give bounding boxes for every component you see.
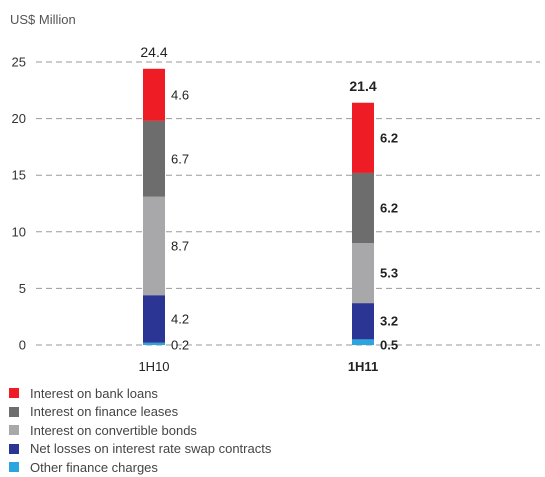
unit-label: US$ Million <box>10 12 76 27</box>
segment-value-label: 0.5 <box>380 338 398 353</box>
gridlines: 0 5 10 15 20 25 <box>12 55 540 353</box>
bar-1H10-series-3 <box>143 120 165 197</box>
category-label: 1H11 <box>348 359 378 374</box>
bar-1H11-series-1 <box>352 303 374 340</box>
category-label: 1H10 <box>138 359 169 374</box>
legend-item: Net losses on interest rate swap contrac… <box>9 440 271 459</box>
segment-value-label: 0.2 <box>171 338 189 353</box>
segment-value-label: 6.2 <box>380 201 398 216</box>
total-value-label: 21.4 <box>349 78 376 94</box>
legend-label: Interest on convertible bonds <box>30 422 197 438</box>
y-tick-label: 10 <box>12 224 26 239</box>
legend-item: Interest on finance leases <box>9 403 271 422</box>
finance-costs-chart: US$ Million 0 5 10 15 20 25 0.2 4.2 8.7 6.7 4.6 24… <box>10 12 540 374</box>
legend-label: Other finance charges <box>30 459 158 475</box>
bar-1H11-series-0 <box>352 339 374 345</box>
legend-swatch <box>9 425 19 436</box>
y-tick-label: 15 <box>12 168 26 183</box>
segment-value-label: 3.2 <box>380 314 398 329</box>
segment-value-label: 4.6 <box>171 87 189 102</box>
bar-1H11-series-2 <box>352 243 374 304</box>
legend-swatch <box>9 462 19 473</box>
legend-swatch <box>9 388 19 399</box>
legend-item: Interest on bank loans <box>9 384 271 403</box>
segment-value-label: 4.2 <box>171 311 189 326</box>
labels: 0.2 4.2 8.7 6.7 4.6 24.4 1H10 0.5 3.2 5.3 6.2 6.2 21… <box>138 44 398 374</box>
legend: Interest on bank loans Interest on financ… <box>9 384 271 477</box>
bar-1H11-series-4 <box>352 102 374 173</box>
bar-1H10-series-1 <box>143 295 165 343</box>
segment-value-label: 5.3 <box>380 266 398 281</box>
segment-value-label: 6.2 <box>380 130 398 145</box>
y-tick-label: 20 <box>12 111 26 126</box>
legend-label: Interest on bank loans <box>30 385 158 401</box>
total-value-label: 24.4 <box>140 44 167 60</box>
legend-swatch <box>9 406 19 417</box>
legend-label: Net losses on interest rate swap contrac… <box>30 441 272 457</box>
bar-1H10-series-2 <box>143 196 165 296</box>
legend-item: Other finance charges <box>9 458 271 477</box>
legend-swatch <box>9 443 19 454</box>
y-tick-label: 25 <box>12 55 26 70</box>
bars <box>143 68 374 345</box>
bar-1H10-series-0 <box>143 342 165 345</box>
bar-1H10-series-4 <box>143 68 165 121</box>
legend-label: Interest on finance leases <box>30 404 179 420</box>
y-tick-label: 5 <box>19 281 26 296</box>
bar-1H11-series-3 <box>352 172 374 244</box>
segment-value-label: 6.7 <box>171 151 189 166</box>
y-tick-label: 0 <box>19 338 26 353</box>
segment-value-label: 8.7 <box>171 238 189 253</box>
legend-item: Interest on convertible bonds <box>9 421 271 440</box>
